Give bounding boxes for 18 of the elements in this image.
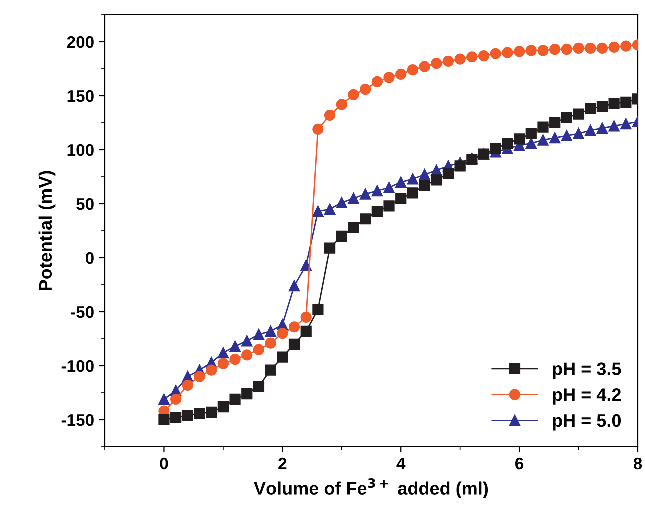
y-tick-label: -50 <box>71 306 94 318</box>
x-tick-label: 2 <box>278 458 287 470</box>
legend-label: pH = 3.5 <box>553 362 622 380</box>
y-tick-label: 0 <box>86 252 94 264</box>
x-tick-label: 0 <box>160 458 168 470</box>
y-tick-label: 150 <box>68 90 94 102</box>
y-tick-label: 50 <box>76 198 94 210</box>
legend-label: pH = 5.0 <box>553 414 622 431</box>
y-tick-label: 100 <box>68 144 94 156</box>
y-tick-label: -150 <box>62 414 94 426</box>
x-tick-label: 6 <box>516 458 524 470</box>
y-axis-title: Potential (mV) <box>38 171 56 290</box>
y-tick-label: 200 <box>67 36 94 48</box>
x-tick-label: 8 <box>634 458 642 470</box>
legend-label: pH = 4.2 <box>553 388 622 405</box>
x-tick-label: 4 <box>396 458 406 470</box>
x-axis-title: Volume of Fe$^{3+}$ added (ml) <box>254 478 488 499</box>
y-tick-label: -100 <box>62 360 94 372</box>
